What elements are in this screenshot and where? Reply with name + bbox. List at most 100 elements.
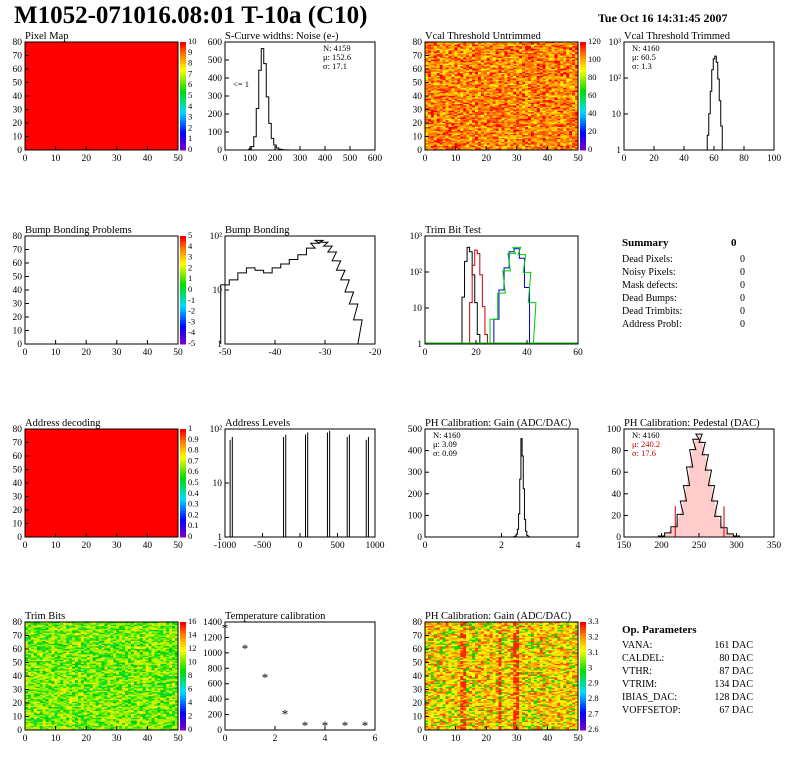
map-cell [507,98,511,101]
map-cell [480,144,485,147]
map-cell [454,120,458,122]
map-cell [480,100,485,102]
map-cell [445,94,449,97]
map-cell [439,140,443,143]
map-cell [486,78,491,81]
map-cell [489,105,493,108]
map-cell [427,123,432,125]
map-cell [477,140,482,143]
map-cell [498,143,502,145]
map-cell [436,85,441,87]
map-cell [480,124,485,126]
map-cell [463,67,467,70]
map-cell [472,128,476,131]
map-cell [448,63,452,66]
palette-label: 0 [188,531,192,541]
map-cell [460,116,464,118]
x-tick-label: 40 [143,348,153,358]
map-cell [507,90,511,93]
map-cell [489,110,493,113]
map-cell [489,91,493,94]
palette-label: 20 [588,126,597,136]
map-cell [448,87,452,90]
map-cell [472,89,476,91]
map-cell [469,132,473,135]
map-cell [457,109,461,112]
map-cell [483,70,488,72]
map-cell [475,118,479,121]
map-cell [433,136,438,139]
map-cell [460,96,464,98]
map-cell [460,139,464,141]
map-cell [498,91,502,94]
map-cell [507,128,511,131]
map-cell [442,48,446,51]
map-cell [486,121,491,124]
map-cell [513,121,517,124]
map-cell [469,113,473,116]
map-cell [507,58,511,60]
map-cell [463,136,467,139]
map-cell [463,55,467,58]
x-tick-label: 200 [654,541,669,551]
map-cell [495,74,499,77]
map-cell [436,64,441,67]
map-cell [448,102,452,105]
map-cell [442,131,446,133]
map-cell [427,108,432,110]
map-cell [430,144,435,147]
map-cell [480,123,485,125]
map-cell [510,131,514,133]
map-cell [425,64,429,67]
map-cell [504,129,508,132]
map-cell [442,133,446,136]
map-cell [516,74,520,77]
map-cell [454,97,458,99]
x-tick-label: 0 [23,154,28,164]
map-cell [495,135,499,137]
map-cell [439,63,443,66]
y-tick-label: 80 [13,425,23,435]
map-cell [433,59,438,62]
map-cell [492,82,496,85]
map-cell [436,128,441,131]
map-cell [425,145,429,148]
map-cell [463,91,467,94]
map-cell [427,133,432,136]
map-cell [466,79,470,82]
map-cell [477,101,482,104]
map-cell [501,98,505,101]
map-cell [507,54,511,56]
map-cell [454,116,458,118]
map-cell [442,82,446,85]
map-cell [480,141,485,144]
map-cell [436,101,441,104]
map-cell [433,148,438,151]
map-cell [492,129,496,132]
map-cell [439,145,443,148]
map-cell [442,144,446,147]
map-cell [504,102,508,105]
x-tick-label: 600 [368,154,383,164]
map-cell [498,128,502,131]
map-cell [472,109,476,112]
map-cell [489,77,493,79]
map-cell [460,143,464,145]
map-cell [466,48,470,51]
map-cell [427,70,432,72]
map-cell [448,113,452,116]
map-cell [433,110,438,113]
map-cell [510,73,514,75]
map-cell [439,91,443,94]
map-cell [427,98,432,101]
map-cell [489,83,493,86]
map-cell [492,97,496,99]
map-cell [486,90,491,93]
map-cell [463,127,467,129]
map-cell [480,87,485,90]
map-cell [463,86,467,89]
map-cell [486,46,491,48]
map-cell [451,141,455,144]
y-tick-label: 10² [210,425,223,435]
